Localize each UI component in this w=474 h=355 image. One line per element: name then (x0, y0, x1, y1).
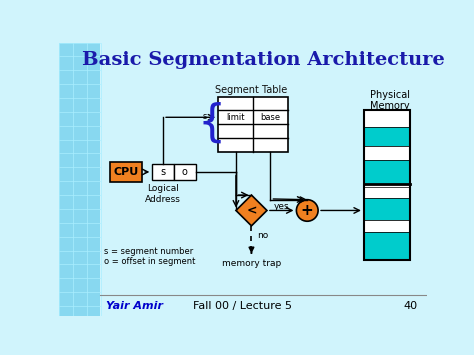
Text: Segment Table: Segment Table (215, 85, 288, 95)
Bar (109, 162, 142, 182)
Text: Logical
Address: Logical Address (145, 184, 181, 204)
Bar (364, 160, 410, 184)
Bar (152, 164, 174, 180)
Text: 40: 40 (403, 301, 417, 311)
Bar (364, 146, 410, 160)
Text: limit: limit (226, 113, 245, 122)
Bar (364, 110, 410, 260)
Text: Basic Segmentation Architecture: Basic Segmentation Architecture (82, 50, 445, 69)
Text: {: { (197, 101, 225, 144)
Text: <: < (246, 205, 257, 218)
Bar (364, 232, 410, 260)
Text: memory trap: memory trap (222, 259, 281, 268)
Bar (364, 126, 410, 146)
Text: base: base (260, 113, 281, 122)
Text: CPU: CPU (113, 167, 138, 177)
Text: Physical
Memory: Physical Memory (370, 89, 410, 111)
Text: o: o (182, 167, 188, 177)
Bar (174, 164, 196, 180)
Bar (364, 110, 410, 126)
Text: s: s (161, 167, 165, 177)
Bar (364, 198, 410, 220)
Text: +: + (301, 203, 314, 218)
Bar (59, 43, 100, 316)
Bar (218, 97, 288, 152)
Circle shape (296, 200, 318, 221)
Text: s: s (203, 112, 207, 121)
Text: Yair Amir: Yair Amir (106, 301, 163, 311)
Bar (364, 220, 410, 232)
Text: Fall 00 / Lecture 5: Fall 00 / Lecture 5 (193, 301, 292, 311)
Text: s = segment number
o = offset in segment: s = segment number o = offset in segment (104, 247, 196, 266)
Polygon shape (236, 195, 267, 226)
Bar (364, 187, 410, 198)
Text: yes: yes (274, 202, 290, 211)
Bar (364, 110, 410, 260)
Text: no: no (257, 231, 268, 240)
